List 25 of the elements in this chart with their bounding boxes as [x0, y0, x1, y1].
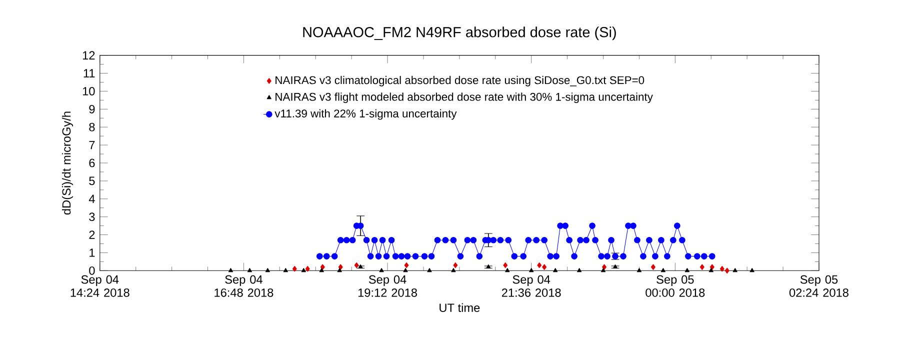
chart-title: NOAAAOC_FM2 N49RF absorbed dose rate (Si)	[303, 26, 616, 40]
y-tick-label: 4	[88, 194, 95, 204]
x-tick-label: Sep 04 19:12 2018	[358, 275, 417, 298]
y-tick-label: 11	[84, 69, 95, 78]
legend-label: v11.39 with 22% 1-sigma uncertainty	[274, 109, 457, 120]
legend-label: NAIRAS v3 flight modeled absorbed dose rate with 30% 1-sigma uncertainty	[276, 92, 653, 104]
x-tick-label: Sep 04 16:48 2018	[214, 275, 274, 298]
y-axis-title: dD(Si)/dt microGy/h	[62, 112, 74, 215]
x-tick-label: Sep 04 21:36 2018	[502, 275, 561, 298]
y-tick-label: 7	[89, 141, 95, 150]
x-tick-label: Sep 04 14:24 2018	[70, 275, 130, 298]
y-tick-label: 2	[89, 230, 95, 240]
y-tick-label: 3	[89, 212, 95, 222]
y-tick-label: 10	[82, 87, 95, 96]
y-tick-label: 1	[90, 248, 95, 257]
y-tick-label: 9	[89, 105, 95, 114]
y-tick-label: 12	[82, 51, 95, 60]
x-tick-label: Sep 05 02:24 2018	[789, 275, 848, 298]
y-tick-label: 8	[89, 123, 95, 132]
y-tick-label: 5	[89, 176, 95, 186]
y-tick-label: 0	[89, 266, 95, 275]
x-tick-label: Sep 05 00:00 2018	[646, 275, 705, 298]
legend-label: NAIRAS v3 climatological absorbed dose rate using SiDose_G0.txt SEP=0	[276, 76, 644, 86]
x-axis-title: UT time	[440, 303, 480, 312]
y-tick-label: 6	[89, 158, 95, 168]
